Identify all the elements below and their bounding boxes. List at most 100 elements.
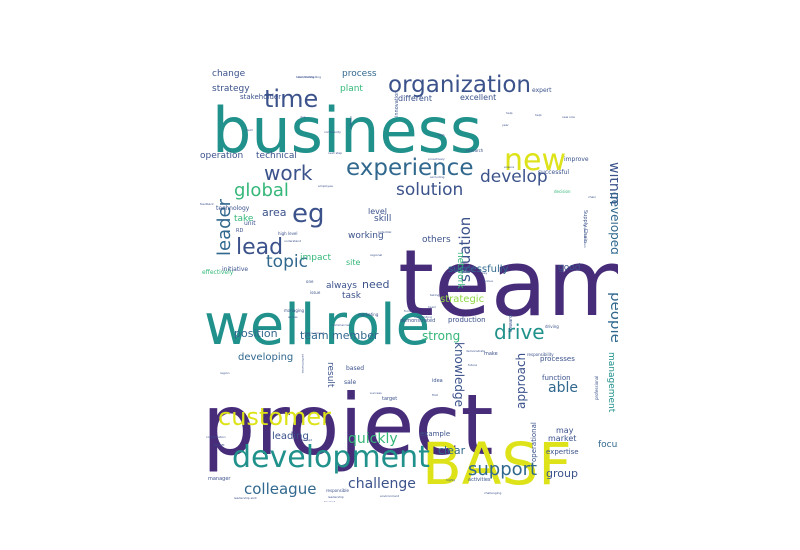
cloud-word-plant: plant (340, 84, 363, 94)
cloud-word-basf: BASF (422, 430, 572, 498)
cloud-word-professional: professional (594, 376, 599, 400)
cloud-word-ensure: ensure (504, 165, 514, 169)
cloud-word-take: take (234, 214, 254, 224)
cloud-word-demonstrate: demonstrate (466, 349, 485, 353)
cloud-word-based: based (346, 365, 364, 372)
cloud-word-feedback: feedback (200, 202, 214, 206)
cloud-word-marketing: marketing (358, 312, 379, 317)
cloud-word-clear: clear (438, 444, 466, 457)
cloud-word-role: role (324, 293, 430, 358)
cloud-word-benefit: benefit (214, 443, 225, 447)
cloud-word-field: field (246, 128, 253, 132)
cloud-word-improvement: improvement (304, 331, 325, 335)
cloud-word-key: key (482, 271, 487, 275)
cloud-word-high: high (438, 133, 445, 137)
cloud-word-strong: strong (422, 329, 460, 343)
cloud-word-within: within (606, 162, 618, 204)
cloud-word-performance: performance (301, 354, 305, 373)
cloud-word-organization: organization (388, 72, 531, 98)
cloud-word-initiative: initiative (222, 266, 248, 273)
cloud-word-group: group (546, 467, 578, 480)
cloud-word-may: may (556, 426, 574, 435)
cloud-word-network: network (455, 252, 465, 289)
cloud-word-communication: communication (200, 109, 201, 132)
cloud-word-successfully: successfully (448, 264, 509, 275)
cloud-word-change: change (212, 69, 246, 79)
cloud-word-collaboration: collaboration (206, 435, 226, 439)
cloud-word-manager: manager (208, 476, 231, 482)
cloud-word-position: position (234, 327, 278, 340)
cloud-word-team-member: team member (300, 329, 379, 342)
cloud-word-strength: strength (349, 116, 353, 129)
cloud-word-situation: situation (456, 217, 474, 282)
cloud-word-outstanding: outstanding (414, 315, 432, 319)
cloud-word-project: project (202, 376, 494, 474)
cloud-word-result: result (325, 362, 335, 388)
cloud-word-operation: operation (200, 151, 243, 161)
cloud-word-supply-chain: Supply Chain (582, 210, 588, 243)
cloud-word-effectively: effectively (202, 269, 234, 276)
cloud-word-eg: eg (292, 199, 325, 229)
cloud-word-various: various (482, 279, 493, 283)
cloud-word-working: working (348, 231, 384, 241)
cloud-word-focus: focus (404, 309, 412, 313)
cloud-word-concept: concept (300, 438, 313, 442)
cloud-word-quickly: quickly (348, 431, 398, 447)
cloud-word-driving: driving (545, 324, 559, 329)
cloud-word-responsibility: responsibility (527, 352, 554, 357)
cloud-word-responsible: responsible (326, 488, 349, 493)
cloud-word-next-step: next step (328, 151, 342, 155)
cloud-word-others: others (422, 235, 451, 245)
cloud-word-improve: improve (564, 156, 589, 163)
cloud-word-managing: managing (284, 308, 305, 313)
cloud-word-good: good (558, 263, 580, 273)
cloud-word-technology: technology (216, 205, 250, 212)
cloud-word-successful: successful (538, 169, 569, 176)
cloud-word-commercial: commercial (332, 323, 350, 327)
cloud-word-stakeholder: stakeholder (240, 93, 281, 101)
cloud-word-task: task (342, 291, 362, 301)
cloud-word-developing: developing (238, 352, 293, 363)
cloud-word-proactively: proactively (428, 157, 445, 161)
cloud-word-environment: environment (380, 494, 400, 498)
cloud-word-innovation: innovation (394, 91, 400, 117)
cloud-word-impact: impact (300, 253, 331, 263)
cloud-word-technical: technical (256, 151, 297, 161)
cloud-word-sale: sale (344, 379, 356, 386)
cloud-word-help: help (535, 113, 542, 117)
cloud-word-people: people (607, 292, 618, 343)
cloud-word-well: well (204, 293, 315, 358)
cloud-word-expertise: expertise (546, 448, 579, 456)
cloud-word-regional: regional (370, 253, 382, 257)
cloud-word-leading: leading (272, 431, 309, 442)
cloud-word-strategic: strategic (440, 294, 484, 305)
cloud-word-year: year (502, 123, 509, 127)
cloud-word-demonstrated: demonstrated (400, 318, 435, 324)
cloud-word-focus: focus (598, 440, 618, 450)
cloud-word-success: success (370, 391, 382, 395)
cloud-word-need: need (362, 278, 390, 291)
cloud-word-developed: developed (608, 192, 618, 255)
cloud-word-controlling: Controlling (298, 75, 314, 79)
cloud-word-lead: lead (236, 235, 283, 260)
cloud-word-team: team (398, 230, 618, 337)
cloud-word-topic: topic (266, 252, 308, 272)
cloud-word-able: able (548, 380, 578, 396)
cloud-word-toward: toward (508, 315, 514, 332)
cloud-word-leadership-skill: leadership skill (234, 496, 257, 500)
cloud-word-activities: activities (468, 477, 491, 483)
cloud-word-highly: highly (446, 478, 455, 482)
cloud-word-time: time (264, 85, 318, 113)
cloud-word-support: support (468, 459, 537, 480)
cloud-word-leader: leader (214, 198, 235, 256)
cloud-word-market: market (548, 434, 576, 443)
cloud-word-expert: expert (532, 87, 552, 94)
cloud-word-customer: customer (218, 403, 331, 431)
cloud-word-beyond: beyond (324, 500, 335, 502)
cloud-word-understand: understand (284, 239, 301, 243)
cloud-word-employee: employee (318, 184, 333, 188)
cloud-word-production: production (448, 316, 486, 324)
cloud-word-unit: unit (244, 220, 256, 227)
cloud-word-implementation: implementation (583, 224, 587, 248)
cloud-word-issue: issue (310, 290, 321, 295)
